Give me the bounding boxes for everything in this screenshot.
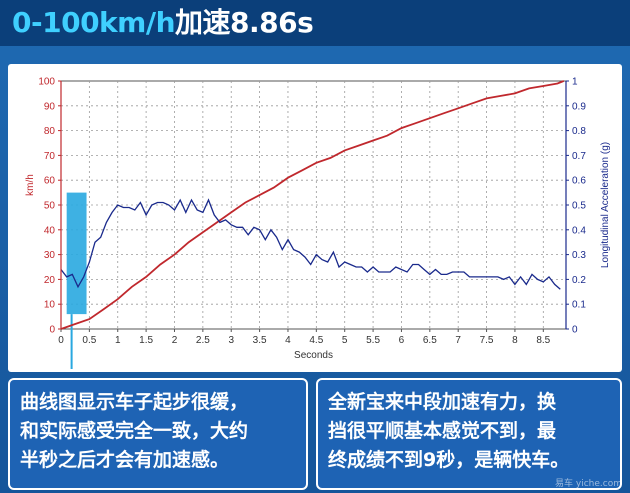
x-tick-label: 6	[399, 335, 405, 346]
x-tick-label: 7.5	[480, 335, 494, 346]
x-tick-label: 6.5	[423, 335, 437, 346]
note-right-line-2: 挡很平顺基本感觉不到，最	[328, 420, 557, 442]
y-left-tick-label: 0	[49, 325, 55, 336]
y-left-tick-label: 80	[44, 126, 56, 137]
highlight-box	[66, 192, 87, 315]
x-tick-label: 3	[228, 335, 234, 346]
y-left-tick-label: 40	[44, 225, 56, 236]
watermark: 易车 yiche.com	[555, 479, 622, 489]
x-tick-label: 0.5	[82, 335, 96, 346]
note-left-line-1: 曲线图显示车子起步很缓，	[20, 391, 249, 413]
y-right-tick-label: 0.8	[572, 126, 586, 137]
y-right-tick-label: 1	[572, 77, 578, 88]
x-tick-label: 0	[58, 335, 64, 346]
x-tick-label: 1	[115, 335, 121, 346]
note-right-line-1: 全新宝来中段加速有力，换	[328, 391, 557, 413]
x-tick-label: 4	[285, 335, 291, 346]
y-right-tick-label: 0.7	[572, 151, 586, 162]
x-tick-label: 7	[455, 335, 461, 346]
y-right-axis-title: Longitudinal Acceleration (g)	[600, 142, 611, 268]
note-right: 全新宝来中段加速有力，换 挡很平顺基本感觉不到，最 终成绩不到9秒，是辆快车。	[316, 378, 622, 490]
y-left-tick-label: 70	[44, 151, 56, 162]
x-tick-label: 8	[512, 335, 518, 346]
x-tick-label: 4.5	[309, 335, 323, 346]
y-right-tick-label: 0.2	[572, 275, 586, 286]
x-tick-label: 8.5	[536, 335, 550, 346]
y-left-tick-label: 100	[38, 77, 55, 88]
y-right-tick-label: 0.3	[572, 250, 586, 261]
y-right-tick-label: 0.5	[572, 201, 586, 212]
x-tick-label: 2	[172, 335, 178, 346]
title-suffix: 加速8.86s	[175, 6, 314, 39]
acceleration-chart: 0 0.5 1 1.5 2 2.5 3 3.5 4 4.5 5 5.5 6 6.5 7 7.5 8 8.50102…	[25, 77, 611, 369]
speed-series-line	[60, 80, 565, 330]
title-bar: 0-100km/h加速8.86s	[0, 0, 630, 46]
note-left: 曲线图显示车子起步很缓， 和实际感受完全一致，大约 半秒之后才会有加速感。	[8, 378, 308, 490]
y-left-tick-label: 90	[44, 101, 56, 112]
y-right-tick-label: 0	[572, 325, 578, 336]
y-right-tick-label: 0.4	[572, 225, 586, 236]
x-tick-label: 1.5	[139, 335, 153, 346]
note-left-line-2: 和实际感受完全一致，大约	[20, 420, 249, 442]
y-left-axis-title: km/h	[25, 174, 36, 196]
note-left-line-3: 半秒之后才会有加速感。	[20, 449, 230, 471]
page-title: 0-100km/h加速8.86s	[12, 6, 314, 40]
acceleration-series-line	[60, 198, 561, 290]
y-right-tick-label: 0.9	[572, 101, 586, 112]
y-left-tick-label: 30	[44, 250, 56, 261]
x-tick-label: 5	[342, 335, 348, 346]
x-tick-label: 2.5	[196, 335, 210, 346]
x-axis-title: Seconds	[294, 350, 333, 361]
chart-panel: 0 0.5 1 1.5 2 2.5 3 3.5 4 4.5 5 5.5 6 6.5 7 7.5 8 8.5 0 10 2…	[8, 64, 622, 372]
y-left-tick-label: 50	[44, 201, 56, 212]
title-value: 0-100km/h	[12, 6, 176, 39]
y-left-tick-label: 60	[44, 176, 56, 187]
x-tick-label: 3.5	[253, 335, 267, 346]
y-left-tick-label: 10	[44, 300, 56, 311]
note-right-line-3: 终成绩不到9秒，是辆快车。	[328, 449, 570, 471]
x-tick-label: 5.5	[366, 335, 380, 346]
y-left-tick-label: 20	[44, 275, 56, 286]
y-right-tick-label: 0.1	[572, 300, 586, 311]
y-right-tick-label: 0.6	[572, 176, 586, 187]
